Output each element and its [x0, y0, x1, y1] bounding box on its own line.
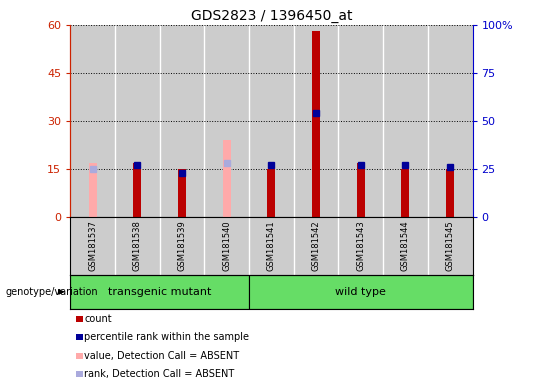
- Text: GSM181539: GSM181539: [178, 220, 186, 271]
- Text: GSM181538: GSM181538: [133, 220, 141, 271]
- Bar: [357, 162, 365, 217]
- Text: value, Detection Call = ABSENT: value, Detection Call = ABSENT: [84, 351, 239, 361]
- Bar: [249, 275, 472, 309]
- Text: GSM181543: GSM181543: [356, 220, 365, 271]
- Bar: [222, 140, 231, 217]
- Text: GSM181542: GSM181542: [312, 220, 321, 271]
- Bar: [89, 162, 97, 217]
- Text: GSM181544: GSM181544: [401, 220, 410, 271]
- Bar: [312, 31, 320, 217]
- Bar: [446, 169, 454, 217]
- Text: percentile rank within the sample: percentile rank within the sample: [84, 332, 249, 342]
- Text: transgenic mutant: transgenic mutant: [108, 287, 211, 297]
- Text: wild type: wild type: [335, 287, 386, 297]
- Text: count: count: [84, 314, 112, 324]
- Text: GSM181540: GSM181540: [222, 220, 231, 271]
- Title: GDS2823 / 1396450_at: GDS2823 / 1396450_at: [191, 8, 352, 23]
- Bar: [267, 169, 275, 217]
- Bar: [70, 275, 249, 309]
- Text: GSM181541: GSM181541: [267, 220, 276, 271]
- Text: genotype/variation: genotype/variation: [5, 287, 98, 297]
- Bar: [133, 162, 141, 217]
- Text: GSM181545: GSM181545: [446, 220, 455, 271]
- Bar: [401, 169, 409, 217]
- Text: GSM181537: GSM181537: [88, 220, 97, 271]
- Text: rank, Detection Call = ABSENT: rank, Detection Call = ABSENT: [84, 369, 234, 379]
- Bar: [178, 169, 186, 217]
